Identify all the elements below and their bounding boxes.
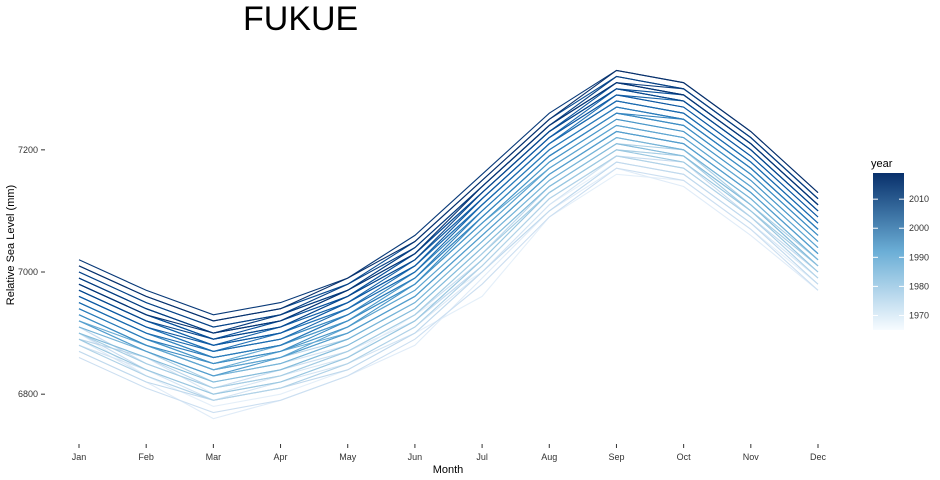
x-tick-label: Sep bbox=[608, 452, 624, 462]
series-line-2018 bbox=[78, 82, 819, 334]
legend-ticks: 1970 1980 1990 2000 2010 bbox=[873, 194, 929, 320]
series-line-1973 bbox=[78, 167, 819, 414]
legend-tick-label: 1980 bbox=[909, 281, 929, 291]
y-tick-label: 7000 bbox=[18, 267, 38, 277]
series-line-1979 bbox=[78, 155, 819, 401]
x-tick-label: Oct bbox=[677, 452, 692, 462]
legend-title: year bbox=[871, 158, 893, 170]
x-tick-label: Feb bbox=[138, 452, 154, 462]
series-line-1998 bbox=[78, 112, 819, 365]
series-line-2010 bbox=[78, 94, 819, 346]
x-tick-label: Nov bbox=[743, 452, 760, 462]
series-line-2012 bbox=[78, 88, 819, 340]
series-line-2002 bbox=[78, 106, 819, 359]
x-tick-label: Mar bbox=[206, 452, 222, 462]
series-line-1994 bbox=[78, 130, 819, 377]
series-line-2019 bbox=[78, 69, 819, 322]
series-line-2014 bbox=[78, 88, 819, 340]
legend-colorbar bbox=[873, 173, 904, 330]
series-layer bbox=[78, 69, 819, 420]
x-axis-label: Month bbox=[433, 464, 464, 476]
legend-tick-label: 2010 bbox=[909, 194, 929, 204]
series-line-1981 bbox=[78, 149, 819, 389]
x-axis: Jan Feb Mar Apr May Jun Jul Aug Sep Oct Nov Dec bbox=[72, 444, 827, 462]
y-axis-label: Relative Sea Level (mm) bbox=[5, 185, 17, 305]
chart-title: FUKUE bbox=[243, 0, 358, 38]
y-axis: 6800 7000 7200 bbox=[18, 145, 45, 399]
legend-tick-label: 1990 bbox=[909, 252, 929, 262]
series-line-2011 bbox=[78, 82, 819, 334]
x-tick-label: May bbox=[339, 452, 357, 462]
legend-tick-label: 1970 bbox=[909, 310, 929, 320]
y-tick-label: 6800 bbox=[18, 389, 38, 399]
x-tick-label: Aug bbox=[541, 452, 557, 462]
series-line-2015 bbox=[78, 75, 819, 328]
series-line-1983 bbox=[78, 149, 819, 395]
series-line-2007 bbox=[78, 88, 819, 340]
series-line-1986 bbox=[78, 143, 819, 383]
x-tick-label: Jul bbox=[476, 452, 488, 462]
series-line-1976 bbox=[78, 161, 819, 401]
series-line-1996 bbox=[78, 118, 819, 365]
legend-tick-label: 2000 bbox=[909, 223, 929, 233]
legend: year 1970 1980 1990 2000 2010 bbox=[871, 158, 929, 330]
series-line-2006 bbox=[78, 100, 819, 352]
series-line-1992 bbox=[78, 124, 819, 371]
x-tick-label: Jan bbox=[72, 452, 87, 462]
x-tick-label: Jun bbox=[408, 452, 423, 462]
series-line-2016 bbox=[78, 82, 819, 334]
x-tick-label: Apr bbox=[274, 452, 288, 462]
y-tick-label: 7200 bbox=[18, 145, 38, 155]
x-tick-label: Dec bbox=[810, 452, 827, 462]
